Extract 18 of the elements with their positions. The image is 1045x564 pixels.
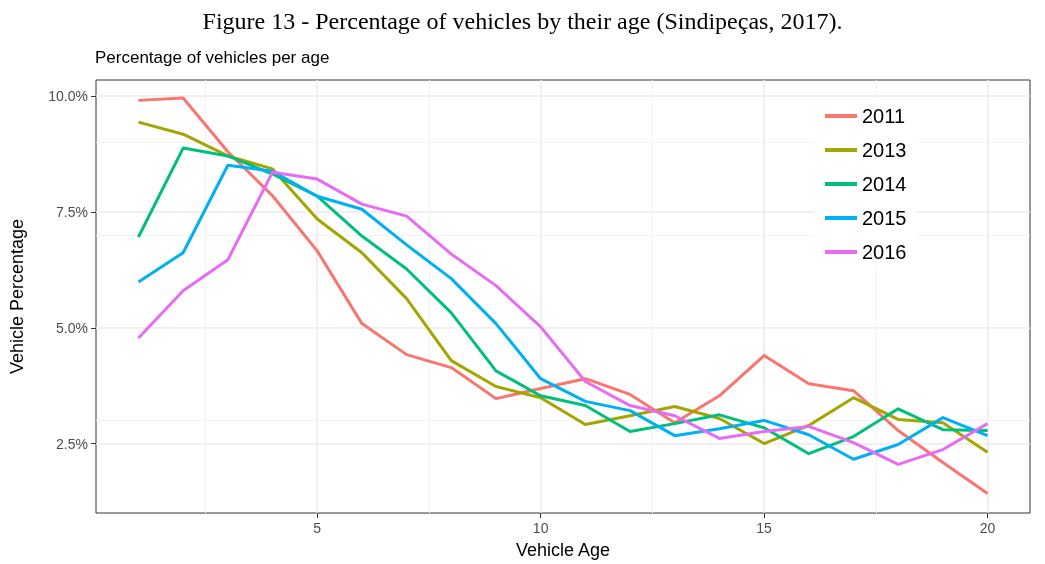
- y-tick-label: 2.5%: [56, 435, 88, 452]
- x-axis-title: Vehicle Age: [515, 540, 611, 560]
- legend-label: 2013: [862, 139, 907, 161]
- y-tick-label: 7.5%: [56, 203, 88, 220]
- y-axis-title: Vehicle Percentage: [7, 218, 27, 375]
- legend-label: 2014: [862, 173, 907, 195]
- legend-label: 2016: [862, 241, 907, 263]
- x-tick-label: 10: [532, 520, 549, 536]
- y-tick-label: 5.0%: [56, 319, 88, 336]
- line-series: [136, 96, 990, 496]
- chart-subtitle: Percentage of vehicles per age: [95, 48, 330, 67]
- x-tick-label: 15: [756, 520, 773, 536]
- legend-label: 2011: [862, 105, 906, 127]
- x-tick-label: 5: [313, 520, 322, 536]
- y-tick-label: 10.0%: [48, 88, 88, 105]
- legend-label: 2015: [862, 207, 907, 229]
- chart-title: Figure 13 - Percentage of vehicles by their age (Sindipeças, 2017).: [201, 8, 844, 35]
- x-tick-label: 20: [979, 520, 996, 536]
